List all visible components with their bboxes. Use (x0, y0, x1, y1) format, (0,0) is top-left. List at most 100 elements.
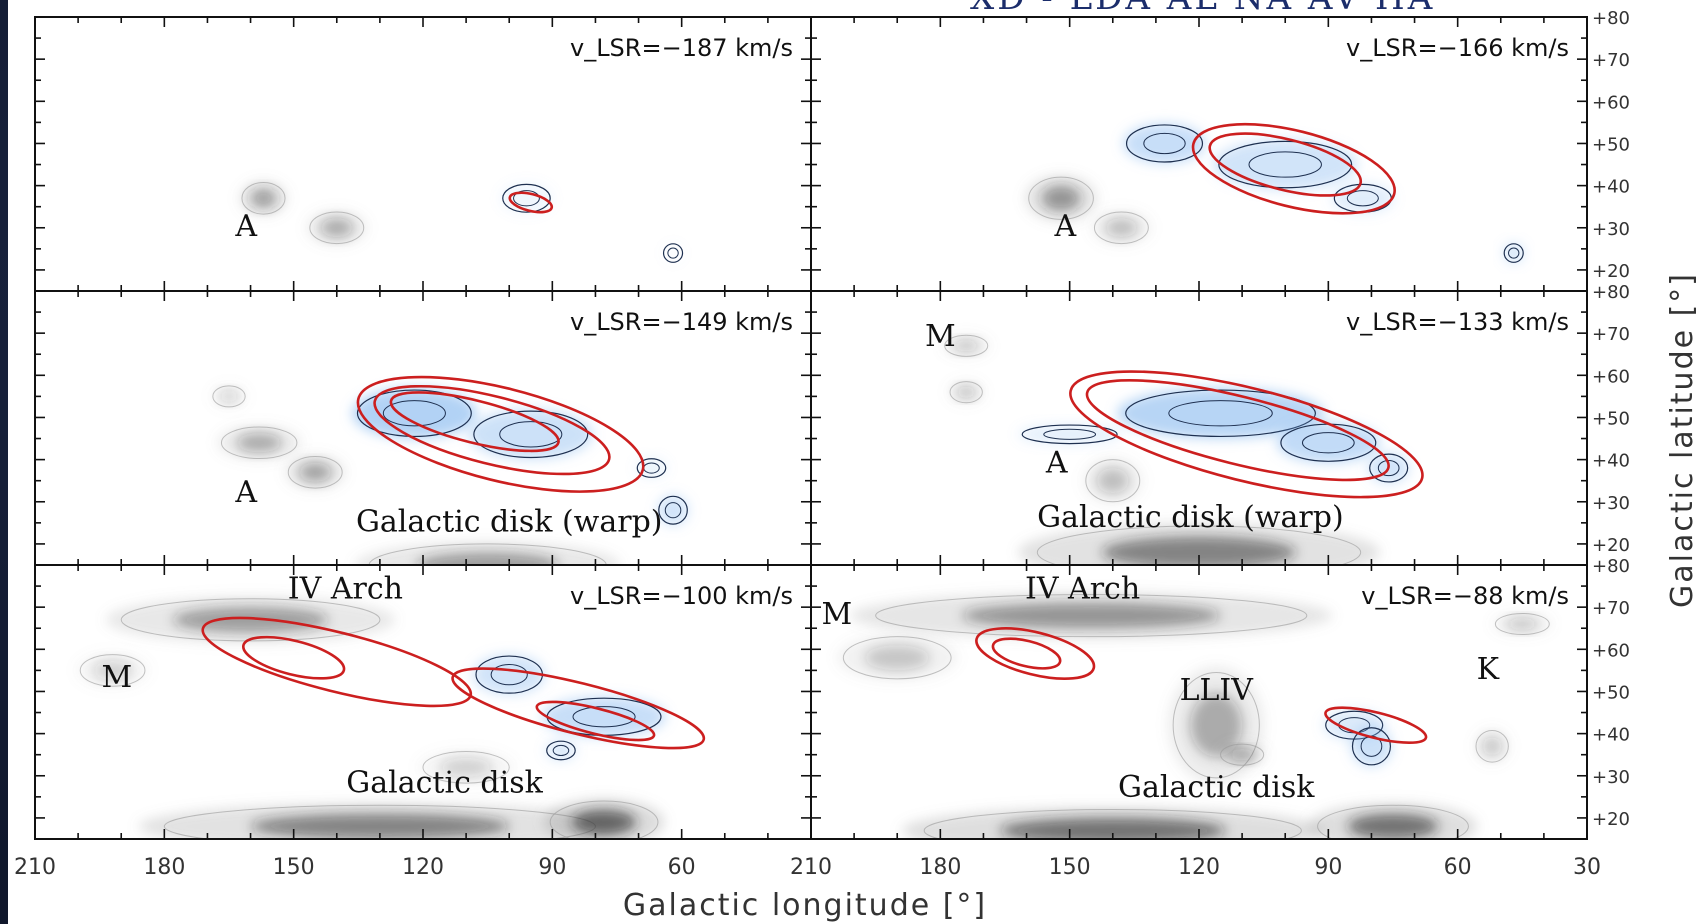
blue-contour-inner (1043, 428, 1097, 440)
gray-emission-core (172, 607, 329, 633)
gray-emission-core (1102, 536, 1296, 565)
blue-contour (1125, 389, 1316, 438)
red-contour (991, 637, 1062, 670)
region-label: Galactic disk (warp) (1037, 500, 1344, 535)
panel-4: M A Galactic disk (warp) v_LSR=−133 km/s (810, 290, 1588, 566)
blue-emission (662, 242, 684, 264)
blue-contour (1021, 424, 1118, 445)
blue-emission (1212, 139, 1358, 190)
gray-contour (212, 385, 246, 408)
panel-5: IV Arch M Galactic disk v_LSR=−100 km/s (34, 564, 812, 840)
blue-contour-inner (1508, 247, 1520, 259)
blue-contour-inner (552, 744, 570, 757)
blue-contour-inner (499, 421, 563, 448)
gray-emission-core (864, 645, 930, 671)
blue-contour-inner (572, 706, 636, 728)
region-label: Galactic disk (346, 766, 543, 801)
velocity-label: v_LSR=−166 km/s (1346, 34, 1569, 62)
gray-contour (549, 800, 659, 839)
gray-contour (309, 211, 365, 245)
gray-emission-core (961, 602, 1221, 629)
region-label: IV Arch (1025, 572, 1140, 607)
gray-emission-core (1041, 185, 1081, 211)
gray-contour (944, 334, 989, 357)
gray-contour (120, 598, 381, 642)
x-tick-label: 180 (919, 855, 961, 880)
gray-contour (842, 636, 952, 680)
region-label: A (1054, 209, 1077, 244)
blue-contour (356, 389, 472, 438)
velocity-label: v_LSR=−187 km/s (570, 34, 793, 62)
blue-contour-inner (1143, 132, 1186, 155)
gray-contour (287, 455, 343, 489)
x-tick-label: 180 (143, 855, 185, 880)
cropped-slide-title: XD - LDA AL NA AV HA (970, 0, 1570, 14)
gray-contour (422, 751, 510, 784)
region-label: A (234, 475, 257, 510)
blue-emission (657, 495, 689, 526)
blue-contour-inner (513, 190, 540, 207)
gray-emission-core (93, 660, 132, 680)
gray-emission-core (953, 339, 980, 353)
y-tick-label: +80 (1592, 556, 1630, 577)
velocity-label: v_LSR=−149 km/s (570, 308, 793, 336)
panel-1: Av_LSR=−187 km/s (34, 16, 812, 292)
gray-contour (1036, 525, 1362, 565)
y-tick-label: +40 (1592, 177, 1630, 198)
red-contour (373, 384, 611, 476)
y-tick-label: +30 (1592, 219, 1630, 240)
gray-emission-core (1096, 468, 1129, 494)
red-contour (1085, 379, 1390, 482)
region-label: K (1477, 652, 1500, 687)
gray-emission-core (416, 552, 559, 565)
blue-contour-inner (1346, 190, 1379, 207)
blue-emission (1117, 387, 1325, 439)
y-tick-label: +70 (1592, 598, 1630, 619)
gray-contour (1093, 211, 1149, 245)
gray-contour (220, 426, 298, 460)
red-contour (451, 667, 706, 750)
y-tick-label: +80 (1592, 282, 1630, 303)
gray-emission-core (299, 462, 332, 482)
red-contour (1191, 122, 1396, 215)
gray-contour (1028, 176, 1094, 220)
blue-contour-inner (1377, 459, 1400, 477)
red-contour (975, 627, 1096, 680)
gray-emission-core (219, 390, 239, 403)
gray-emission-core (1229, 748, 1256, 762)
y-tick-label: +50 (1592, 408, 1630, 429)
panels: Av_LSR=−187 km/s Av_LSR=−166 km/s A Galacti… (34, 16, 1588, 840)
gray-emission-core (571, 809, 637, 835)
blue-contour-inner (1301, 432, 1355, 454)
region-label: A (1045, 445, 1068, 480)
red-contour (535, 700, 656, 742)
blue-emission (500, 183, 553, 214)
gray-emission-core (1347, 813, 1439, 839)
y-tick-label: +50 (1592, 682, 1630, 703)
gray-emission-core (440, 757, 492, 777)
gray-contour (1220, 743, 1265, 766)
red-contour (1069, 370, 1424, 499)
blue-emission (352, 387, 477, 439)
gray-contour (79, 654, 146, 687)
region-label: M (925, 319, 956, 354)
y-tick-label: +20 (1592, 535, 1630, 556)
gray-contour (1172, 671, 1260, 779)
red-contour (356, 375, 645, 493)
blue-emission (1276, 422, 1381, 463)
blue-contour (1125, 124, 1204, 163)
y-tick-label: +40 (1592, 725, 1630, 746)
blue-contour (1369, 453, 1409, 483)
gray-contour (368, 543, 607, 565)
x-tick-label: 150 (273, 855, 315, 880)
red-contour (389, 391, 560, 453)
blue-contour-inner (664, 502, 682, 519)
gray-contour (1494, 612, 1550, 636)
x-tick-label: 120 (1178, 855, 1220, 880)
blue-emission (545, 740, 577, 761)
x-tick-label: 60 (668, 855, 696, 880)
region-label: Galactic disk (1118, 770, 1315, 805)
region-label: Galactic disk (warp) (356, 504, 663, 539)
ticks (810, 16, 1588, 291)
